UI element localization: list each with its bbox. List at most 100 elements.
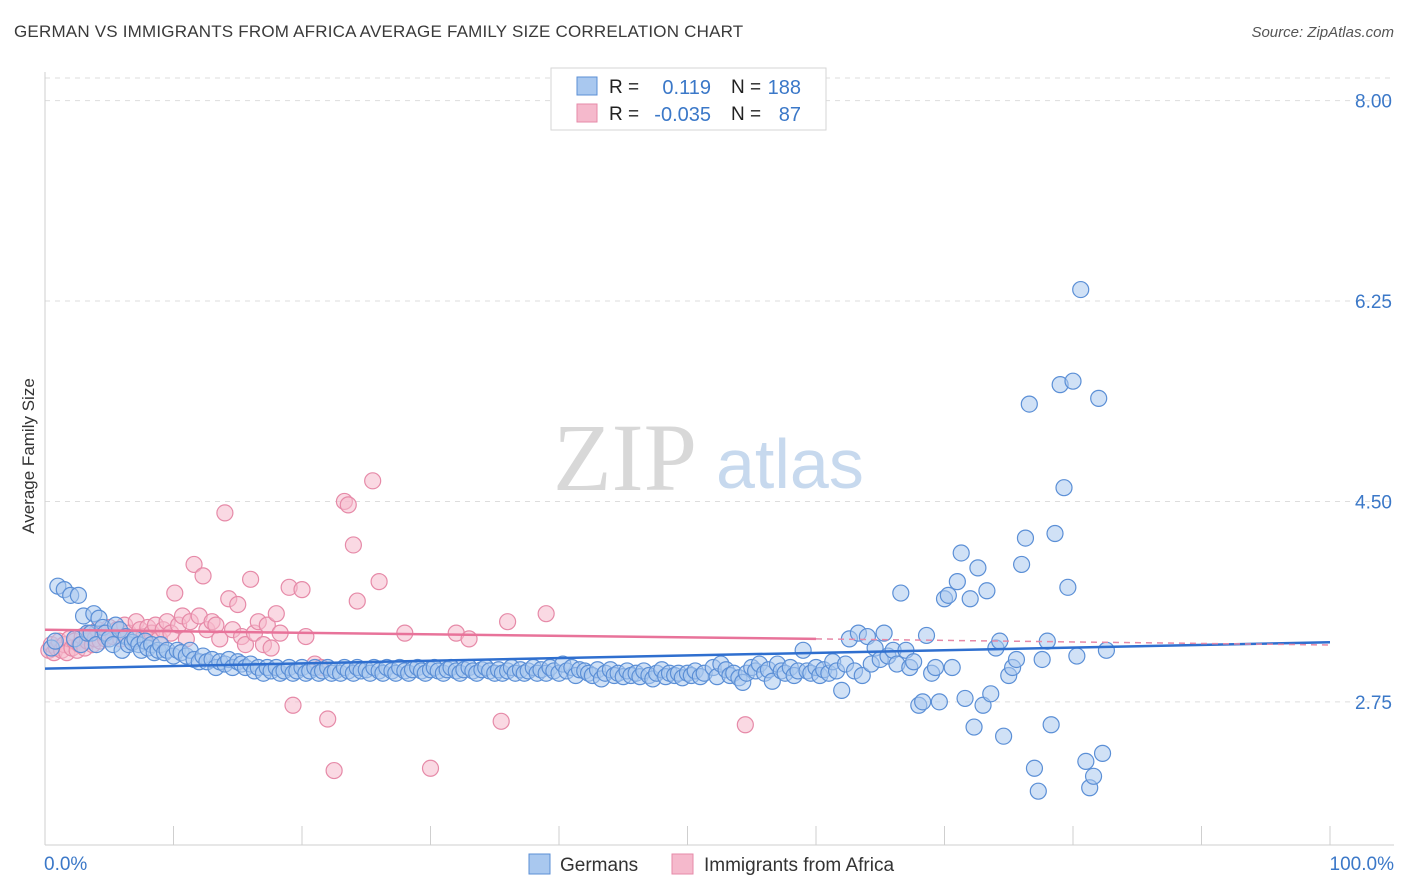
german-point-212	[926, 658, 945, 677]
africa-point-75	[339, 496, 357, 514]
german-point-252	[1097, 641, 1116, 659]
x-tick-marks	[44, 826, 1331, 845]
series-legend-swatch-germans	[528, 853, 551, 875]
x-tick-label-min: 0.0%	[44, 854, 87, 875]
german-point-204	[892, 584, 910, 602]
africa-point-84	[492, 712, 510, 730]
legend-n-value-africa: 87	[779, 104, 801, 126]
german-point-249	[1084, 767, 1103, 785]
german-point-240	[1046, 524, 1064, 543]
africa-point-76	[344, 536, 362, 554]
german-point-216	[943, 658, 961, 677]
german-point-200	[875, 624, 893, 642]
german-point-246	[1072, 280, 1090, 299]
legend-r-label-africa: R =	[609, 104, 639, 125]
german-point-1	[46, 632, 64, 650]
germans-points	[42, 280, 1116, 800]
africa-point-45	[185, 555, 203, 574]
german-point-233	[1016, 529, 1035, 547]
africa-point-78	[364, 472, 382, 490]
german-point-222	[969, 559, 987, 577]
german-point-236	[1029, 782, 1047, 800]
german-point-245	[1068, 647, 1086, 665]
africa-point-67	[284, 696, 302, 714]
german-point-217	[948, 573, 966, 591]
y-tick-label-1: 4.50	[1355, 492, 1392, 513]
stats-legend: R = 0.119 N = 188 R = -0.035 N = 87	[550, 67, 827, 131]
africa-point-68	[293, 581, 311, 599]
german-point-218	[952, 544, 970, 562]
german-point-224	[978, 582, 996, 600]
german-point-247	[1077, 752, 1095, 771]
africa-point-57	[236, 635, 255, 654]
africa-point-77	[348, 592, 366, 610]
africa-point-52	[216, 504, 234, 522]
watermark-zip: ZIP	[553, 404, 697, 511]
africa-point-40	[166, 584, 184, 602]
german-point-228	[995, 727, 1013, 745]
legend-swatch-africa	[576, 103, 598, 123]
africa-point-83	[460, 630, 478, 648]
legend-r-value-germans: 0.119	[662, 77, 711, 99]
german-point-209	[914, 693, 932, 711]
legend-r-value-africa: -0.035	[654, 104, 711, 126]
series-legend-label-germans: Germans	[560, 855, 638, 876]
africa-point-47	[194, 567, 212, 585]
german-point-207	[905, 653, 923, 671]
africa-point-73	[325, 761, 343, 780]
german-point-250	[1090, 389, 1108, 407]
german-point-231	[1007, 650, 1026, 669]
africa-point-81	[421, 759, 440, 777]
german-point-237	[1033, 650, 1051, 669]
legend-n-label-germans: N =	[731, 77, 761, 98]
x-tick-label-max: 100.0%	[1330, 854, 1395, 875]
watermark-atlas: atlas	[716, 425, 864, 503]
africa-points	[40, 472, 754, 780]
german-point-195	[853, 666, 871, 685]
source-credit: Source: ZipAtlas.com	[1251, 24, 1394, 41]
german-point-6	[69, 586, 88, 604]
y-tick-label-2: 6.25	[1355, 292, 1392, 313]
y-axis-label: Average Family Size	[19, 378, 38, 534]
german-point-239	[1042, 716, 1060, 734]
africa-point-72	[319, 710, 337, 728]
legend-swatch-germans	[576, 76, 598, 96]
y-tick-labels: 2.75 4.50 6.25 8.00	[1355, 92, 1392, 714]
africa-point-64	[267, 605, 285, 623]
german-point-215	[939, 586, 957, 604]
german-point-225	[982, 685, 1000, 703]
legend-r-label-germans: R =	[609, 77, 639, 98]
grid-lines	[45, 77, 1394, 703]
german-point-242	[1055, 479, 1073, 497]
german-point-243	[1059, 578, 1077, 596]
africa-trend-extension	[815, 638, 1331, 646]
africa-point-85	[499, 613, 517, 631]
german-point-235	[1025, 759, 1044, 777]
german-point-210	[917, 626, 936, 645]
series-legend-swatch-africa	[671, 853, 694, 875]
y-tick-label-3: 8.00	[1355, 92, 1392, 113]
africa-trend-line	[44, 628, 817, 641]
africa-point-58	[242, 570, 260, 588]
german-point-251	[1093, 744, 1112, 762]
german-point-244	[1064, 372, 1082, 390]
german-point-190	[833, 681, 851, 700]
legend-n-label-africa: N =	[731, 104, 761, 125]
series-legend: Germans Immigrants from Africa	[528, 853, 894, 876]
german-point-181	[794, 641, 812, 659]
africa-point-55	[229, 595, 247, 614]
africa-point-79	[370, 573, 388, 591]
africa-point-87	[736, 716, 754, 734]
german-point-213	[930, 693, 948, 711]
german-point-221	[965, 718, 983, 736]
chart-title: GERMAN VS IMMIGRANTS FROM AFRICA AVERAGE…	[14, 22, 744, 41]
africa-point-63	[262, 639, 280, 657]
germans-trend-line	[44, 641, 1331, 670]
german-point-219	[956, 689, 974, 708]
german-point-234	[1020, 395, 1038, 413]
y-tick-label-0: 2.75	[1355, 693, 1392, 714]
africa-point-69	[297, 627, 315, 646]
german-point-220	[961, 590, 979, 608]
series-legend-label-africa: Immigrants from Africa	[704, 855, 894, 876]
